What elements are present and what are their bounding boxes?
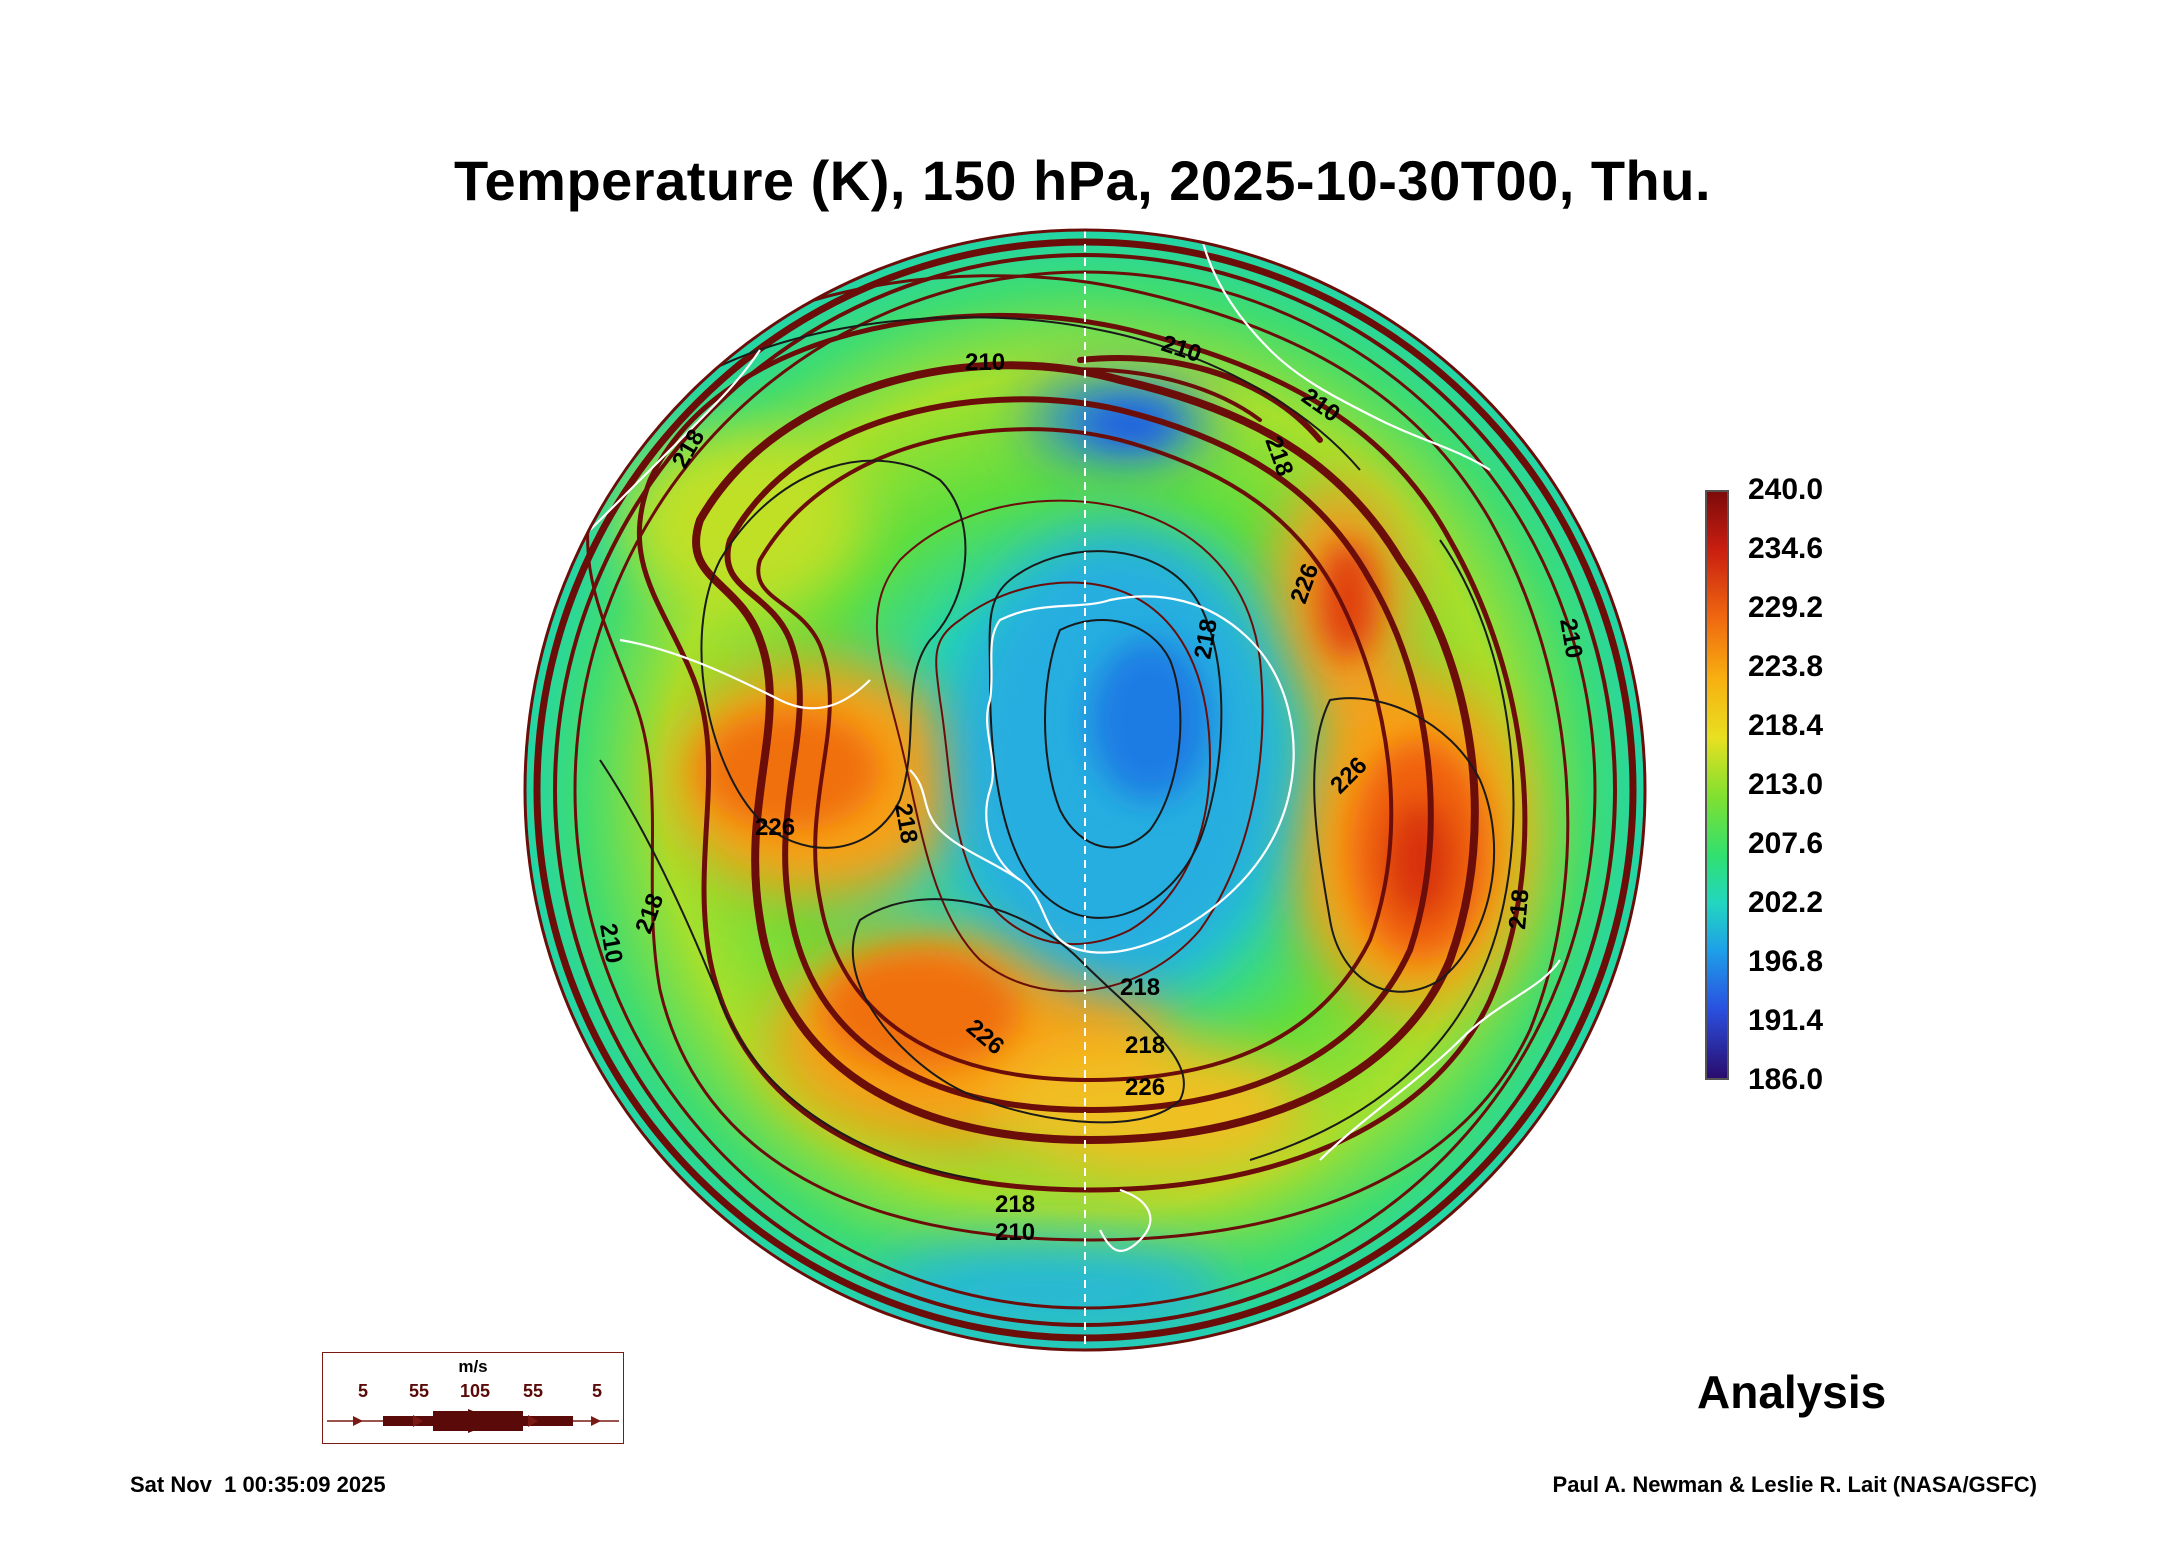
contour-label: 226 <box>755 814 795 841</box>
footer-credit: Paul A. Newman & Leslie R. Lait (NASA/GS… <box>1552 1472 2037 1497</box>
temperature-field: 210 210 210 218 226 218 218 226 226 210 … <box>525 230 1645 1350</box>
contour-label: 218 <box>995 1191 1035 1218</box>
colorbar-tick-label: 218.4 <box>1748 709 1824 742</box>
wind-key-arrow <box>327 1409 619 1433</box>
wind-key-value: 105 <box>459 1381 491 1401</box>
colorbar-tick-label: 207.6 <box>1748 827 1824 860</box>
temperature-contours <box>599 316 1515 1181</box>
colorbar-tick-label: 240.0 <box>1748 473 1824 506</box>
contour-label: 218 <box>1504 888 1534 930</box>
colorbar-tick-label: 202.2 <box>1748 886 1824 919</box>
wind-speed-key: m/s 5 55 105 55 5 <box>322 1352 624 1444</box>
colorbar-gradient <box>1705 490 1729 1080</box>
colorbar <box>1705 490 1729 1080</box>
colorbar-tick-label: 223.8 <box>1748 650 1824 683</box>
colorbar-tick-label: 191.4 <box>1748 1004 1824 1037</box>
analysis-label: Analysis <box>1697 1366 1887 1418</box>
coastlines <box>559 230 1561 1350</box>
colorbar-tick-label: 234.6 <box>1748 532 1824 565</box>
contour-label: 210 <box>995 1219 1035 1246</box>
map-boundary <box>523 228 1647 1352</box>
contour-label: 226 <box>1125 1074 1165 1101</box>
map-title: Temperature (K), 150 hPa, 2025-10-30T00,… <box>453 149 1712 212</box>
wind-key-unit: m/s <box>458 1357 488 1376</box>
wind-key-value: 55 <box>522 1381 544 1401</box>
colorbar-tick-label: 229.2 <box>1748 591 1824 624</box>
wind-key-value: 55 <box>408 1381 430 1401</box>
footer-timestamp: Sat Nov 1 00:35:09 2025 <box>130 1472 386 1497</box>
contour-label: 218 <box>1120 974 1160 1001</box>
contour-label: 218 <box>1125 1032 1165 1059</box>
colorbar-tick-label: 186.0 <box>1748 1063 1824 1096</box>
contour-label: 210 <box>965 349 1005 376</box>
wind-key-value: 5 <box>357 1381 369 1401</box>
colorbar-tick-label: 196.8 <box>1748 945 1824 978</box>
colorbar-tick-label: 213.0 <box>1748 768 1824 801</box>
wind-key-value: 5 <box>591 1381 603 1401</box>
